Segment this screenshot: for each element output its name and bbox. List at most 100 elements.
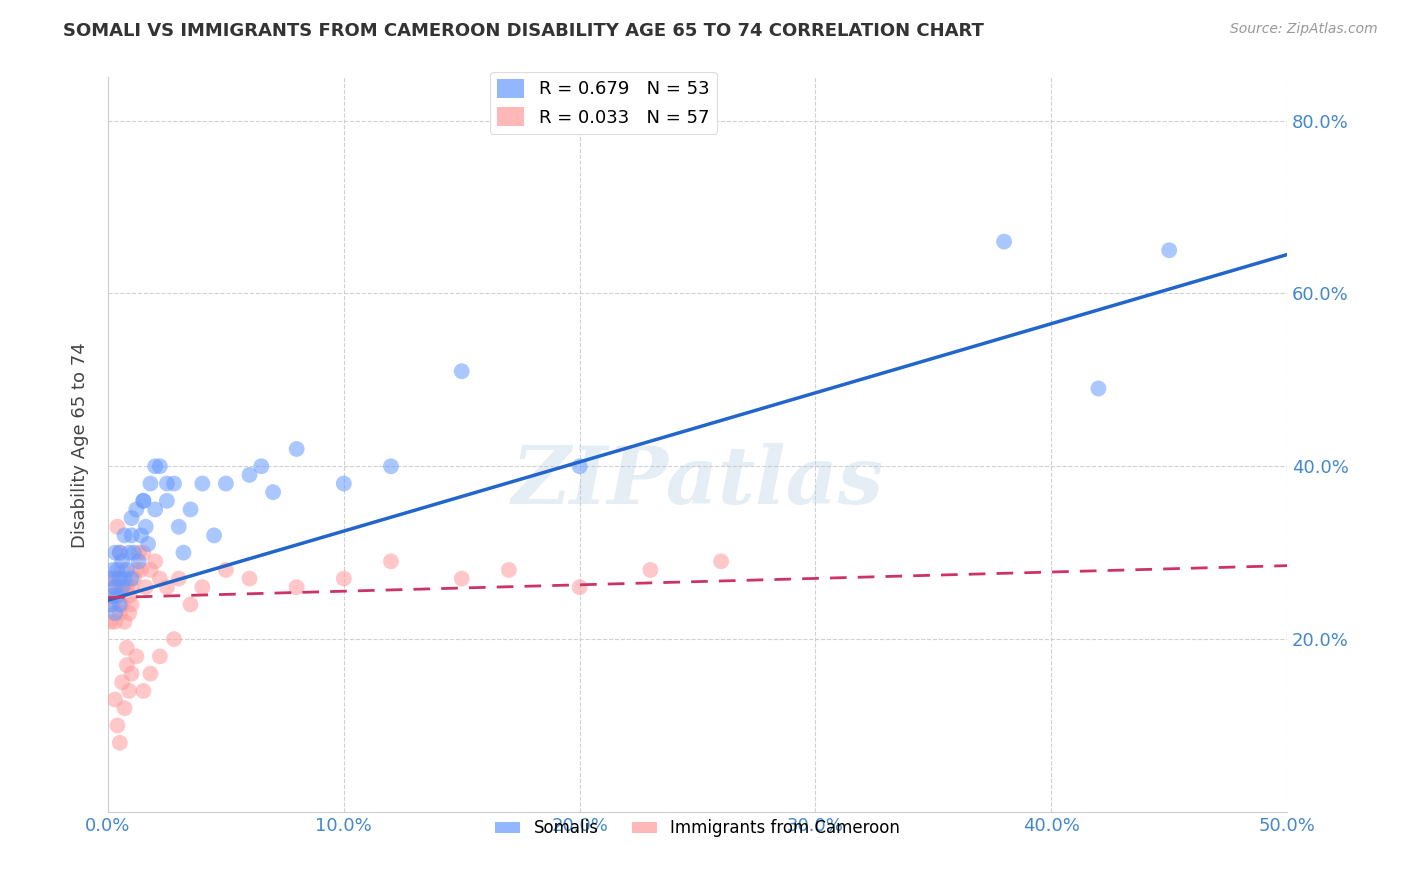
Text: ZIPatlas: ZIPatlas <box>512 442 883 520</box>
Point <box>163 632 186 646</box>
Point <box>180 598 202 612</box>
Point <box>107 589 129 603</box>
Point <box>143 554 166 568</box>
Point <box>143 502 166 516</box>
Point <box>450 572 472 586</box>
Point <box>104 615 127 629</box>
Point <box>136 537 159 551</box>
Point <box>98 598 121 612</box>
Point <box>121 666 143 681</box>
Point <box>167 520 190 534</box>
Point <box>111 598 134 612</box>
Point <box>191 476 214 491</box>
Point <box>149 572 172 586</box>
Point <box>111 580 134 594</box>
Point <box>450 364 472 378</box>
Point <box>108 598 131 612</box>
Point <box>121 572 143 586</box>
Point <box>129 528 152 542</box>
Point <box>125 649 148 664</box>
Point <box>132 493 155 508</box>
Point <box>380 554 402 568</box>
Y-axis label: Disability Age 65 to 74: Disability Age 65 to 74 <box>72 342 89 548</box>
Point <box>380 459 402 474</box>
Text: SOMALI VS IMMIGRANTS FROM CAMEROON DISABILITY AGE 65 TO 74 CORRELATION CHART: SOMALI VS IMMIGRANTS FROM CAMEROON DISAB… <box>63 22 984 40</box>
Point <box>156 580 179 594</box>
Point <box>202 528 225 542</box>
Point <box>98 615 121 629</box>
Point <box>108 572 131 586</box>
Point <box>114 580 136 594</box>
Point <box>115 563 138 577</box>
Point <box>125 502 148 516</box>
Point <box>710 554 733 568</box>
Point <box>238 572 260 586</box>
Point <box>132 684 155 698</box>
Point <box>121 598 143 612</box>
Point <box>132 546 155 560</box>
Point <box>107 572 129 586</box>
Point <box>104 580 127 594</box>
Point <box>104 692 127 706</box>
Point <box>114 572 136 586</box>
Point <box>114 701 136 715</box>
Point <box>215 476 238 491</box>
Point <box>250 459 273 474</box>
Point <box>129 563 152 577</box>
Point <box>107 520 129 534</box>
Point <box>118 589 141 603</box>
Point <box>568 580 591 594</box>
Point <box>498 563 520 577</box>
Legend: Somalis, Immigrants from Cameroon: Somalis, Immigrants from Cameroon <box>488 813 907 844</box>
Point <box>121 580 143 594</box>
Point <box>135 520 157 534</box>
Point <box>108 736 131 750</box>
Point <box>333 476 356 491</box>
Point <box>104 546 127 560</box>
Point <box>568 459 591 474</box>
Point <box>215 563 238 577</box>
Point <box>640 563 662 577</box>
Point <box>238 467 260 482</box>
Text: Source: ZipAtlas.com: Source: ZipAtlas.com <box>1230 22 1378 37</box>
Point <box>122 546 145 560</box>
Point <box>135 580 157 594</box>
Point <box>163 476 186 491</box>
Point <box>156 493 179 508</box>
Point <box>139 476 162 491</box>
Point <box>143 459 166 474</box>
Point <box>191 580 214 594</box>
Point <box>101 563 124 577</box>
Point <box>107 563 129 577</box>
Point <box>101 572 124 586</box>
Point <box>115 580 138 594</box>
Point <box>132 493 155 508</box>
Point <box>149 459 172 474</box>
Point <box>262 485 284 500</box>
Point <box>118 606 141 620</box>
Point <box>285 580 308 594</box>
Point <box>101 589 124 603</box>
Point <box>139 563 162 577</box>
Point <box>118 684 141 698</box>
Point <box>115 658 138 673</box>
Point <box>108 580 131 594</box>
Point <box>125 563 148 577</box>
Point <box>108 546 131 560</box>
Point <box>115 640 138 655</box>
Point <box>139 666 162 681</box>
Point <box>167 572 190 586</box>
Point <box>333 572 356 586</box>
Point <box>114 615 136 629</box>
Point <box>111 563 134 577</box>
Point <box>98 572 121 586</box>
Point <box>993 235 1015 249</box>
Point <box>98 589 121 603</box>
Point <box>108 546 131 560</box>
Point <box>128 546 150 560</box>
Point <box>121 511 143 525</box>
Point <box>108 606 131 620</box>
Point <box>104 606 127 620</box>
Point <box>114 528 136 542</box>
Point <box>104 580 127 594</box>
